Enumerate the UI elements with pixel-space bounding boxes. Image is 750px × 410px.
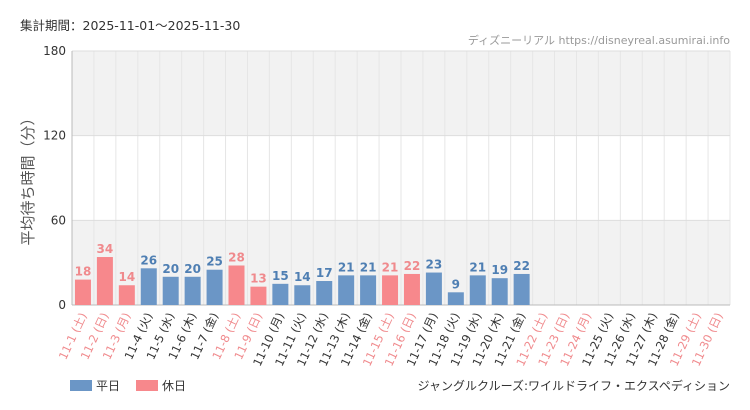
bar (382, 275, 399, 305)
bar-value-label: 26 (140, 253, 157, 267)
y-tick-label: 120 (43, 129, 66, 143)
bar (316, 281, 333, 305)
bar (140, 268, 157, 305)
bar-value-label: 15 (272, 269, 289, 283)
y-tick-label: 60 (51, 213, 66, 227)
bar-value-label: 21 (469, 260, 486, 274)
bar (118, 285, 135, 305)
y-tick-label: 180 (43, 44, 66, 58)
bar-value-label: 28 (228, 250, 245, 264)
bar (360, 275, 377, 305)
bar (228, 265, 245, 305)
bar (469, 275, 486, 305)
bar-value-label: 18 (75, 265, 92, 279)
bar-value-label: 21 (360, 260, 377, 274)
period-label: 集計期間：2025-11-01〜2025-11-30 (20, 18, 240, 33)
bar (491, 278, 508, 305)
bar-value-label: 14 (294, 270, 311, 284)
legend-swatch-holiday (136, 380, 158, 391)
bar-value-label: 34 (97, 242, 114, 256)
bar-value-label: 9 (452, 277, 460, 291)
bar (338, 275, 355, 305)
y-tick-label: 0 (58, 298, 66, 312)
bar (513, 273, 530, 305)
bar-value-label: 14 (118, 270, 135, 284)
bar (403, 273, 420, 305)
bar (162, 276, 179, 305)
bar-value-label: 23 (426, 258, 443, 272)
bar (425, 272, 442, 305)
bar-value-label: 21 (338, 260, 355, 274)
bar (250, 286, 267, 305)
bar (447, 292, 464, 305)
legend-label-holiday: 休日 (162, 379, 186, 393)
bar-value-label: 22 (513, 259, 530, 273)
bar-value-label: 20 (162, 262, 179, 276)
bar (294, 285, 311, 305)
bar-value-label: 19 (491, 263, 508, 277)
bar-value-label: 21 (382, 260, 399, 274)
legend-swatch-weekday (70, 380, 92, 391)
legend: 平日 休日 (70, 379, 186, 393)
bar (206, 269, 223, 305)
bar-value-label: 25 (206, 255, 223, 269)
bar (184, 276, 201, 305)
bar-value-label: 20 (184, 262, 201, 276)
bar-value-label: 17 (316, 266, 333, 280)
source-credit: ディズニーリアル https://disneyreal.asumirai.inf… (468, 33, 730, 47)
bar-value-label: 22 (404, 259, 421, 273)
bar (272, 283, 289, 305)
y-axis-title: 平均待ち時間（分） (19, 110, 37, 245)
bar (96, 257, 113, 305)
attraction-name: ジャングルクルーズ:ワイルドライフ・エクスペディション (418, 378, 730, 393)
bar (74, 279, 91, 305)
bar-value-label: 13 (250, 272, 267, 286)
legend-label-weekday: 平日 (96, 379, 120, 393)
